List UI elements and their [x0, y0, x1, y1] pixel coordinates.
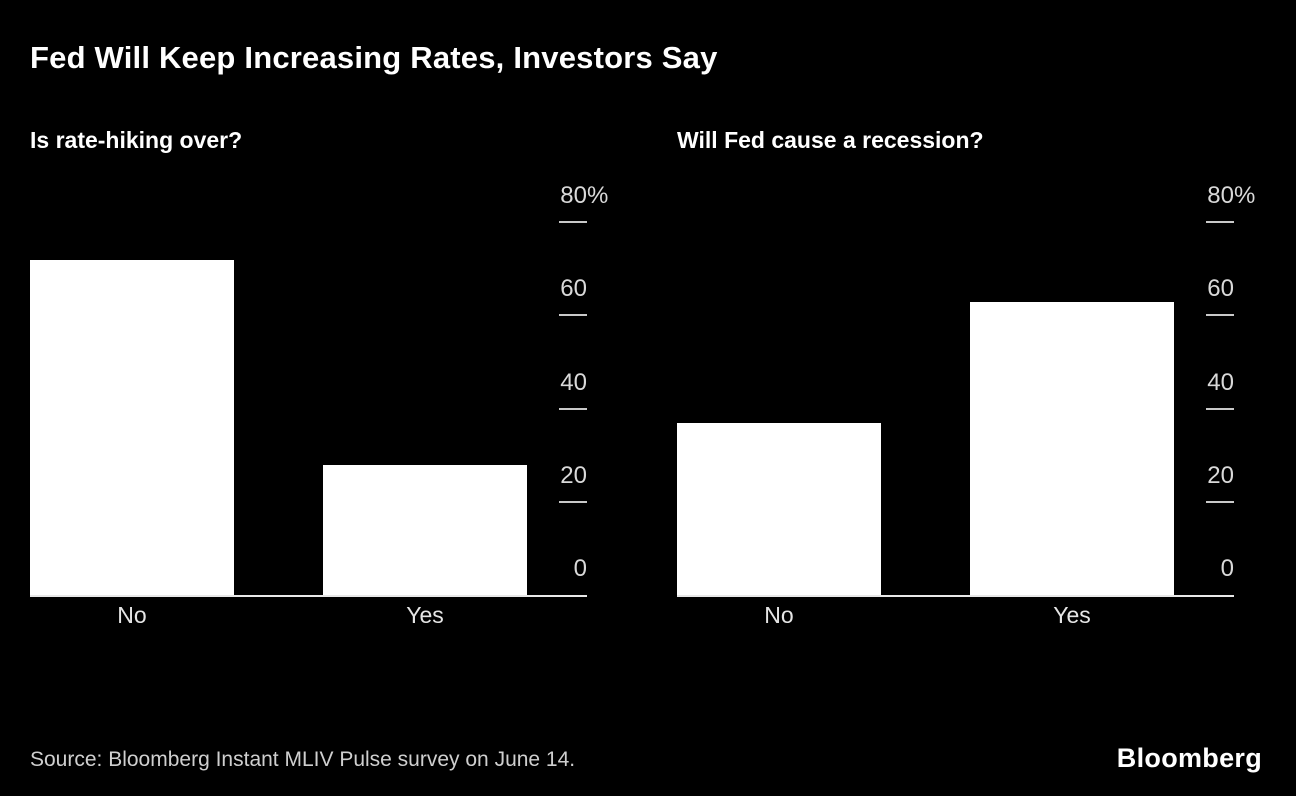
- x-axis-baseline: [30, 595, 587, 598]
- percent-suffix: %: [1234, 182, 1256, 210]
- y-tick: [1206, 221, 1234, 224]
- y-tick-label: 40: [1207, 368, 1234, 398]
- y-tick: [559, 407, 587, 410]
- y-tick: [1206, 407, 1234, 410]
- panel-question: Will Fed cause a recession?: [677, 126, 984, 153]
- y-tick-label: 60: [560, 274, 587, 304]
- y-tick-value: 80: [560, 182, 587, 210]
- bar-plot: 80% 60 40 20 0: [30, 166, 615, 598]
- bar-no: [677, 423, 881, 597]
- y-tick-label: 20: [560, 461, 587, 491]
- y-tick-value: 60: [560, 275, 587, 303]
- y-tick-value: 0: [1220, 555, 1234, 583]
- source-note: Source: Bloomberg Instant MLIV Pulse sur…: [30, 747, 576, 771]
- y-tick: [1206, 501, 1234, 504]
- bloomberg-logo: Bloomberg: [1116, 743, 1262, 773]
- bar-no: [30, 260, 234, 597]
- y-tick-value: 80: [1207, 182, 1234, 210]
- bar-yes: [323, 465, 527, 597]
- chart-title: Fed Will Keep Increasing Rates, Investor…: [30, 40, 718, 75]
- y-tick-value: 0: [573, 555, 587, 583]
- y-tick: [559, 314, 587, 317]
- bar-yes: [970, 302, 1174, 597]
- category-axis: No Yes: [677, 600, 1262, 640]
- percent-suffix: %: [587, 182, 609, 210]
- panel-question: Is rate-hiking over?: [30, 126, 243, 153]
- category-axis: No Yes: [30, 600, 615, 640]
- y-tick: [1206, 314, 1234, 317]
- y-tick-value: 20: [560, 462, 587, 490]
- chart-panel-left: Is rate-hiking over? 80% 60 40 20 0 No Yes: [30, 126, 615, 641]
- category-label: Yes: [1053, 602, 1091, 629]
- category-label: Yes: [406, 602, 444, 629]
- y-tick-label: 80%: [1207, 181, 1255, 211]
- y-tick-value: 60: [1207, 275, 1234, 303]
- y-tick: [559, 221, 587, 224]
- x-axis-baseline: [677, 595, 1234, 598]
- bar-plot: 80% 60 40 20 0: [677, 166, 1262, 598]
- category-label: No: [764, 602, 794, 629]
- panels-row: Is rate-hiking over? 80% 60 40 20 0 No Yes Wi…: [30, 126, 1262, 641]
- y-tick-value: 20: [1207, 462, 1234, 490]
- y-tick: [559, 501, 587, 504]
- y-tick-label: 80%: [560, 181, 608, 211]
- chart-panel-right: Will Fed cause a recession? 80% 60 40 20 0 N…: [677, 126, 1262, 641]
- y-tick-value: 40: [1207, 368, 1234, 396]
- chart-footer: Source: Bloomberg Instant MLIV Pulse sur…: [30, 743, 1262, 774]
- y-tick-label: 0: [1221, 554, 1234, 584]
- y-tick-label: 60: [1207, 274, 1234, 304]
- y-tick-label: 20: [1207, 461, 1234, 491]
- y-tick-label: 0: [574, 554, 587, 584]
- y-tick-value: 40: [560, 368, 587, 396]
- category-label: No: [117, 602, 147, 629]
- y-tick-label: 40: [560, 368, 587, 398]
